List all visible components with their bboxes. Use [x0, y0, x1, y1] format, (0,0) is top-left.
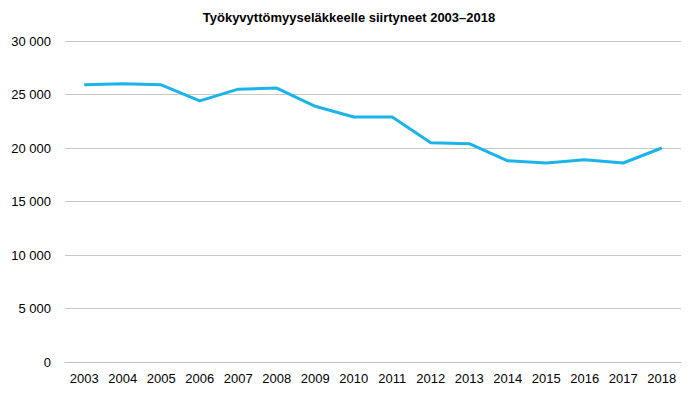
- svg-text:2012: 2012: [416, 371, 445, 386]
- svg-text:2015: 2015: [532, 371, 561, 386]
- svg-text:2004: 2004: [108, 371, 137, 386]
- svg-text:10 000: 10 000: [11, 248, 51, 263]
- svg-text:25 000: 25 000: [11, 87, 51, 102]
- svg-text:0: 0: [44, 355, 51, 370]
- svg-text:2011: 2011: [378, 371, 406, 386]
- svg-text:2007: 2007: [224, 371, 253, 386]
- svg-text:2017: 2017: [609, 371, 638, 386]
- svg-text:Työkyvyttömyyseläkkeelle siirt: Työkyvyttömyyseläkkeelle siirtyneet 2003…: [203, 10, 495, 25]
- svg-text:2009: 2009: [301, 371, 330, 386]
- svg-text:2014: 2014: [493, 371, 522, 386]
- svg-text:2005: 2005: [147, 371, 176, 386]
- svg-text:2003: 2003: [70, 371, 99, 386]
- svg-text:30 000: 30 000: [11, 34, 51, 49]
- svg-text:2006: 2006: [185, 371, 214, 386]
- svg-text:5 000: 5 000: [18, 301, 51, 316]
- svg-text:2008: 2008: [262, 371, 291, 386]
- svg-text:2010: 2010: [339, 371, 368, 386]
- svg-text:15 000: 15 000: [11, 194, 51, 209]
- svg-text:2018: 2018: [647, 371, 676, 386]
- svg-text:2013: 2013: [455, 371, 484, 386]
- svg-text:20 000: 20 000: [11, 141, 51, 156]
- svg-text:2016: 2016: [570, 371, 599, 386]
